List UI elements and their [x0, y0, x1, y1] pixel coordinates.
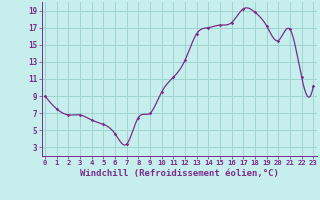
- X-axis label: Windchill (Refroidissement éolien,°C): Windchill (Refroidissement éolien,°C): [80, 169, 279, 178]
